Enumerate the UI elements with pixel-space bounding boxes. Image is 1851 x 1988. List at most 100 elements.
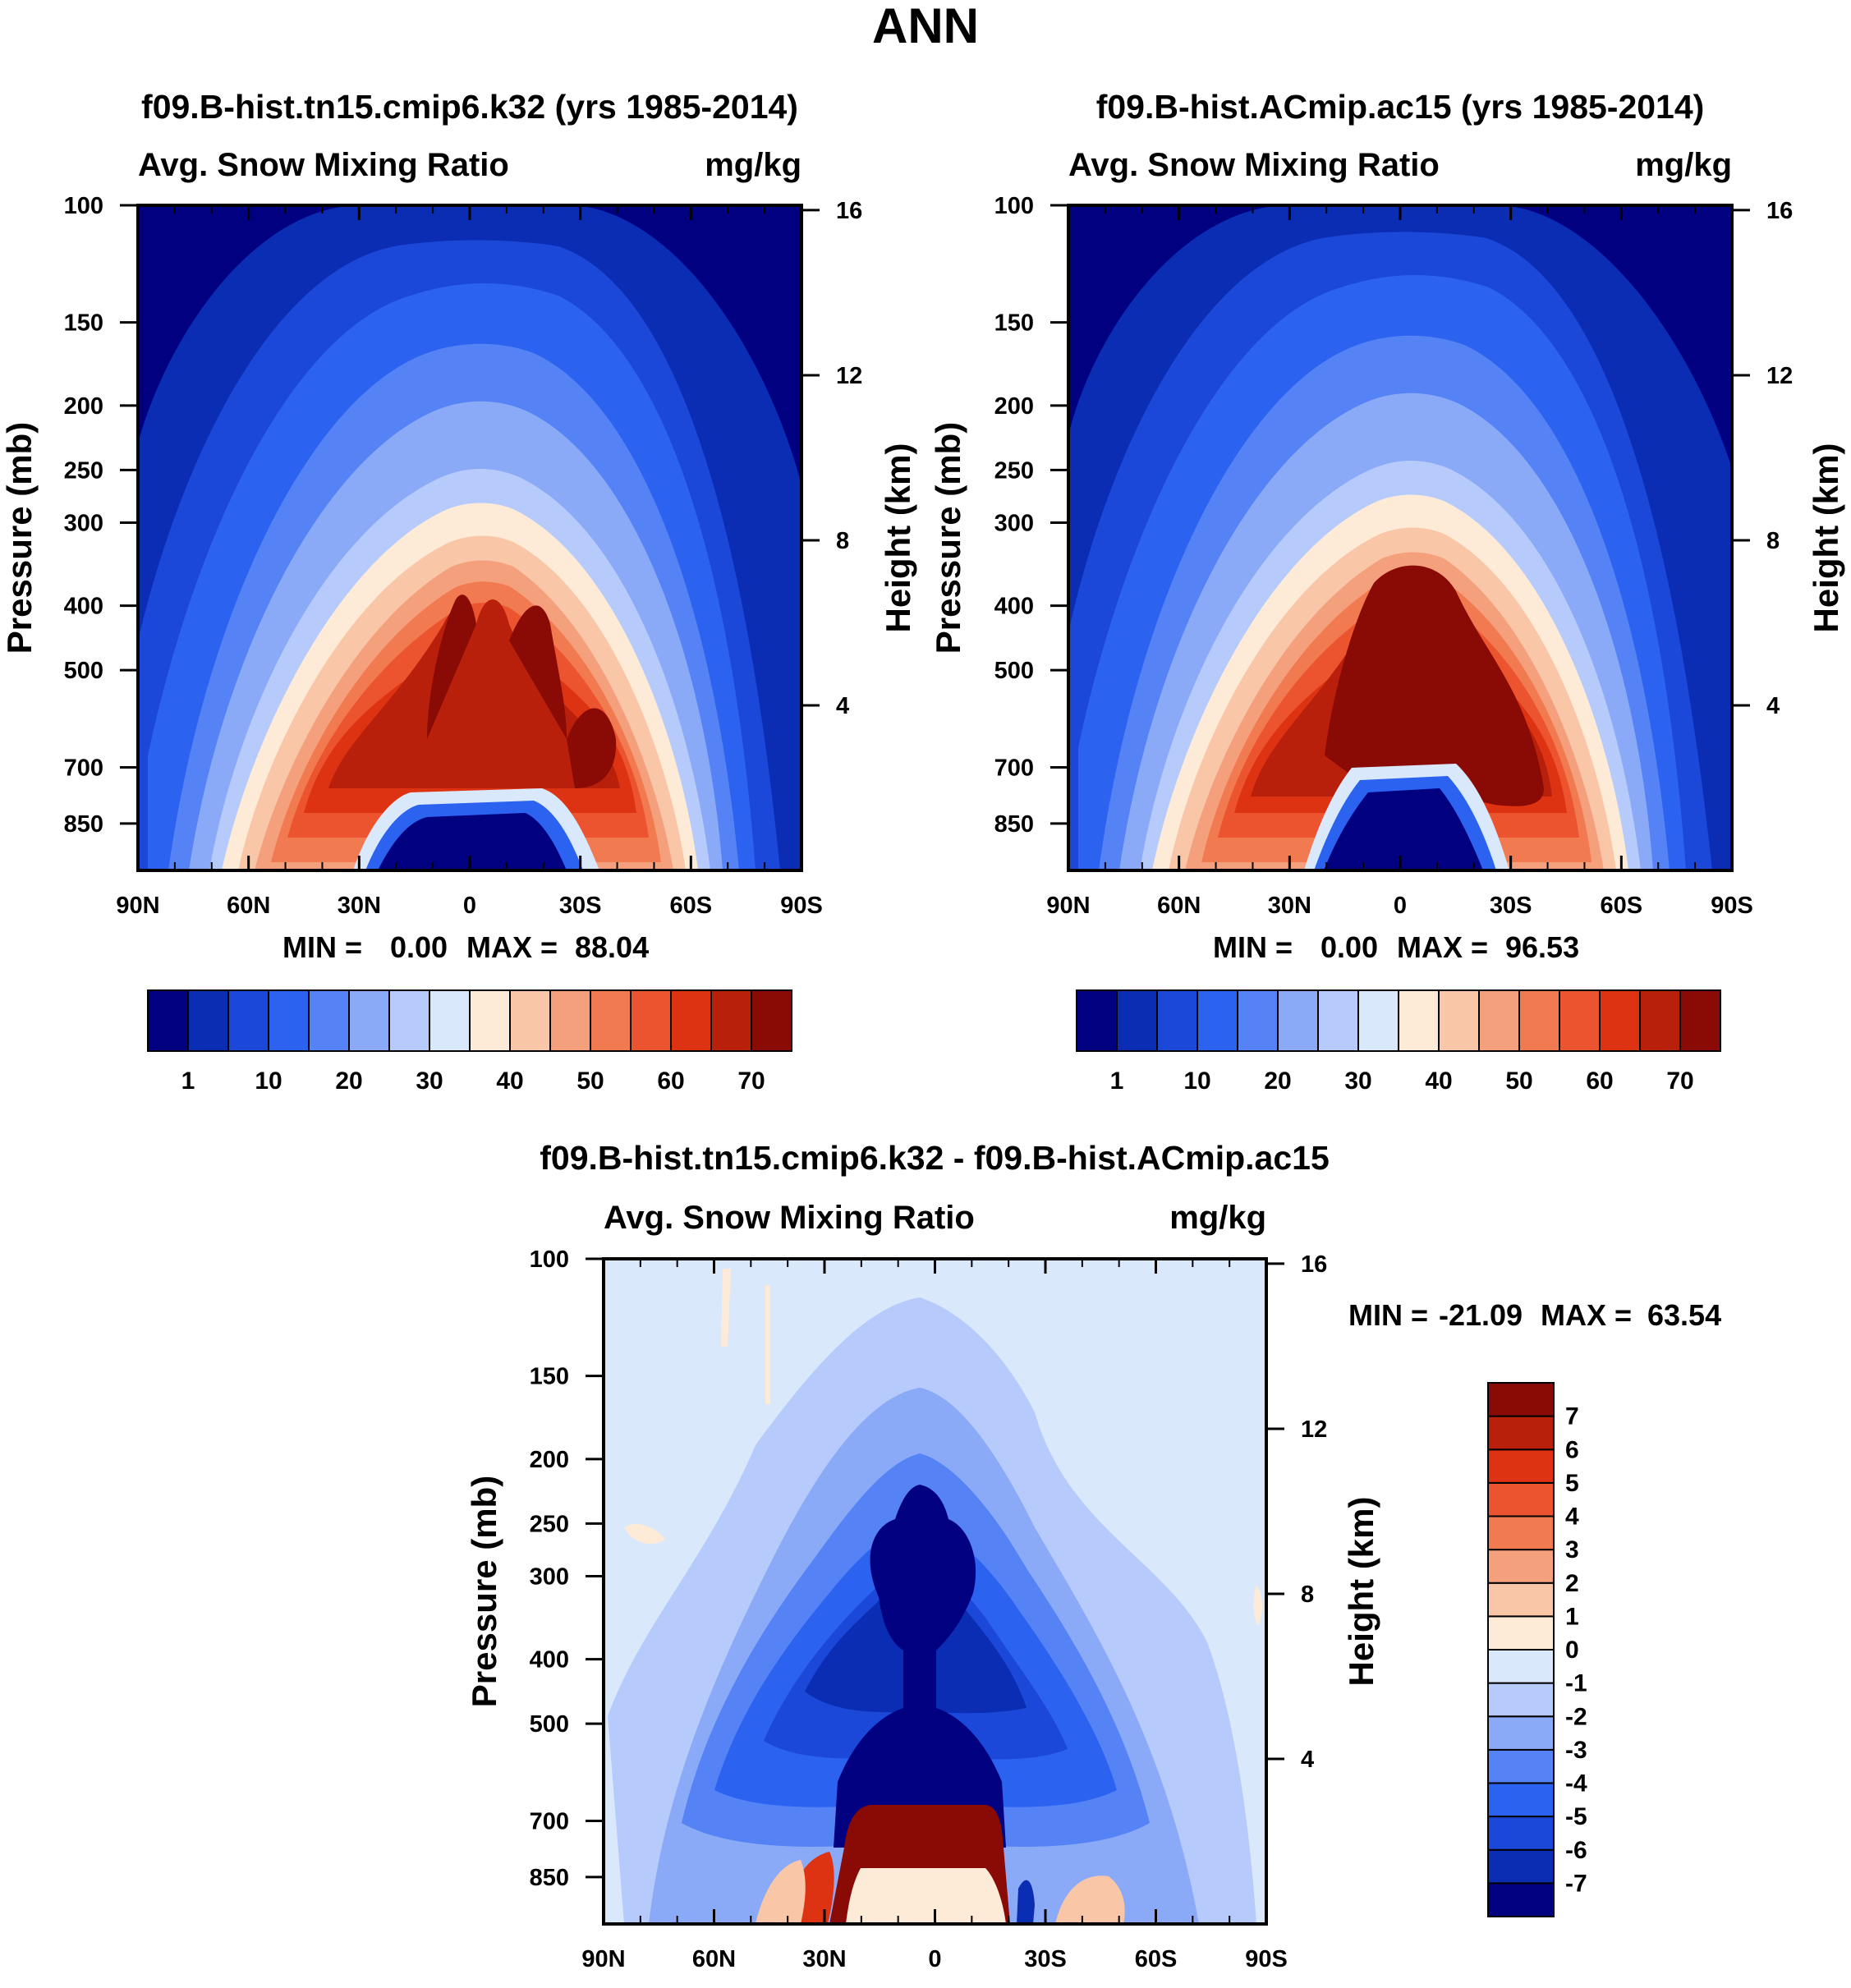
colorbar-swatch (549, 989, 591, 1052)
y-tick-label: 250 (64, 457, 103, 484)
panel-3-stats: MIN = -21.09 MAX = 63.54 (1348, 1298, 1721, 1332)
colorbar-swatch (751, 989, 792, 1052)
y-tick-label: 250 (994, 457, 1034, 484)
y2-tick-label: 8 (1301, 1582, 1314, 1608)
y-tick-label: 400 (64, 594, 103, 620)
colorbar-label: -1 (1565, 1670, 1587, 1697)
y2-tick-label: 12 (1301, 1416, 1327, 1443)
y2-tick-label: 12 (1766, 363, 1793, 389)
colorbar-label: 30 (1344, 1067, 1371, 1095)
panel-1-y2label: Height (km) (879, 443, 917, 633)
colorbar-swatch (1487, 1816, 1555, 1851)
x-tick-label: 0 (928, 1946, 941, 1972)
colorbar-swatch (710, 989, 752, 1052)
colorbar-swatch (1478, 989, 1520, 1052)
colorbar-swatch (1196, 989, 1238, 1052)
x-tick-label: 60S (670, 893, 713, 919)
panel-3-max-value: 63.54 (1647, 1298, 1721, 1332)
colorbar-swatch (1639, 989, 1681, 1052)
colorbar-label: 10 (1183, 1067, 1210, 1095)
colorbar-label: -2 (1565, 1703, 1587, 1730)
figure-title: ANN (872, 0, 979, 53)
x-tick-label: 90N (1046, 893, 1090, 919)
panel-2-min-value: 0.00 (1321, 930, 1378, 964)
colorbar-swatch (1398, 989, 1440, 1052)
colorbar-swatch (429, 989, 471, 1052)
colorbar-swatch (388, 989, 430, 1052)
y2-tick-label: 16 (836, 198, 862, 224)
colorbar-swatch (1487, 1782, 1555, 1818)
panel-1: f09.B-hist.tn15.cmip6.k32 (yrs 1985-2014… (0, 88, 917, 1095)
colorbar-label: -5 (1565, 1803, 1587, 1830)
colorbar-swatch (1487, 1649, 1555, 1684)
colorbar-swatch (1487, 1882, 1555, 1917)
x-tick-label: 60N (227, 893, 270, 919)
colorbar-swatch (1487, 1715, 1555, 1751)
x-tick-label: 60N (1157, 893, 1201, 919)
y-tick-label: 150 (994, 310, 1034, 337)
panel-3-contour-min (834, 1485, 1006, 1848)
y2-tick-label: 16 (1766, 198, 1793, 224)
y-tick-label: 400 (994, 594, 1034, 620)
panel-3-title: f09.B-hist.tn15.cmip6.k32 - f09.B-hist.A… (540, 1139, 1330, 1177)
y-tick-label: 150 (530, 1364, 569, 1390)
y-tick-label: 400 (530, 1647, 569, 1674)
y-tick-label: 700 (994, 755, 1034, 782)
colorbar-label: 70 (737, 1067, 765, 1095)
panel-2-y2label: Height (km) (1807, 443, 1845, 633)
colorbar-swatch (1487, 1449, 1555, 1484)
colorbar-swatch (1487, 1481, 1555, 1517)
y-tick-label: 500 (994, 658, 1034, 684)
colorbar-swatch (1487, 1515, 1555, 1551)
y-tick-label: 100 (530, 1247, 569, 1273)
colorbar-label: 70 (1666, 1067, 1693, 1095)
x-tick-label: 30S (559, 893, 602, 919)
colorbar-swatch (1438, 989, 1480, 1052)
x-tick-label: 90S (1711, 893, 1753, 919)
colorbar-label: 30 (416, 1067, 443, 1095)
y-tick-label: 200 (64, 393, 103, 420)
x-tick-label: 90S (780, 893, 823, 919)
colorbar-swatch (1156, 989, 1198, 1052)
panel-3-colorbar: 7 6 5 4 3 2 1 0 -1 -2 -3 -4 -5 -6 -7 (1487, 1382, 1587, 1917)
colorbar-swatch (1487, 1549, 1555, 1584)
panel-2-ylabel: Pressure (mb) (929, 422, 967, 654)
panel-1-colorbar: 1 10 20 30 40 50 60 70 (147, 989, 792, 1095)
panel-1-contour-70 (328, 599, 620, 788)
panel-2-variable: Avg. Snow Mixing Ratio (1068, 147, 1440, 183)
panel-3-y2label: Height (km) (1342, 1497, 1380, 1687)
colorbar-label: 1 (181, 1067, 195, 1095)
panel-3-min-label: MIN = (1348, 1298, 1428, 1332)
panel-1-units: mg/kg (705, 147, 801, 183)
colorbar-label: 1 (1110, 1067, 1124, 1095)
colorbar-swatch (1487, 1582, 1555, 1618)
x-tick-label: 60N (692, 1946, 736, 1972)
y-tick-label: 500 (64, 658, 103, 684)
colorbar-label: 5 (1565, 1470, 1579, 1497)
panel-3-variable: Avg. Snow Mixing Ratio (604, 1200, 975, 1236)
y2-tick-label: 8 (836, 528, 849, 554)
panel-1-low-core (378, 813, 567, 870)
panel-3-axes: 90N 60N 30N 0 30S 60S 90S 100 150 200 250 300 400 500… (530, 1247, 1328, 1972)
y-tick-label: 250 (530, 1511, 569, 1537)
colorbar-label: 20 (1264, 1067, 1291, 1095)
y-tick-label: 100 (64, 193, 103, 219)
y2-tick-label: 4 (1301, 1747, 1314, 1773)
panel-2-max-value: 96.53 (1505, 930, 1579, 964)
colorbar-swatch (1679, 989, 1721, 1052)
panel-3-field (604, 1259, 1266, 1924)
panel-2-field (1068, 205, 1732, 870)
panel-1-min-label: MIN = (282, 930, 362, 964)
panel-1-field (138, 205, 801, 870)
panel-2-units: mg/kg (1635, 147, 1732, 183)
x-tick-label: 30S (1024, 1946, 1067, 1972)
colorbar-label: 4 (1565, 1504, 1579, 1531)
panel-1-min-value: 0.00 (390, 930, 448, 964)
colorbar-label: 40 (496, 1067, 523, 1095)
colorbar-swatch (590, 989, 632, 1052)
x-tick-label: 0 (1394, 893, 1407, 919)
y-tick-label: 300 (64, 510, 103, 536)
y-tick-label: 700 (64, 755, 103, 782)
y2-tick-label: 4 (1766, 693, 1780, 719)
panel-3-pos-core-inner (846, 1868, 1006, 1924)
